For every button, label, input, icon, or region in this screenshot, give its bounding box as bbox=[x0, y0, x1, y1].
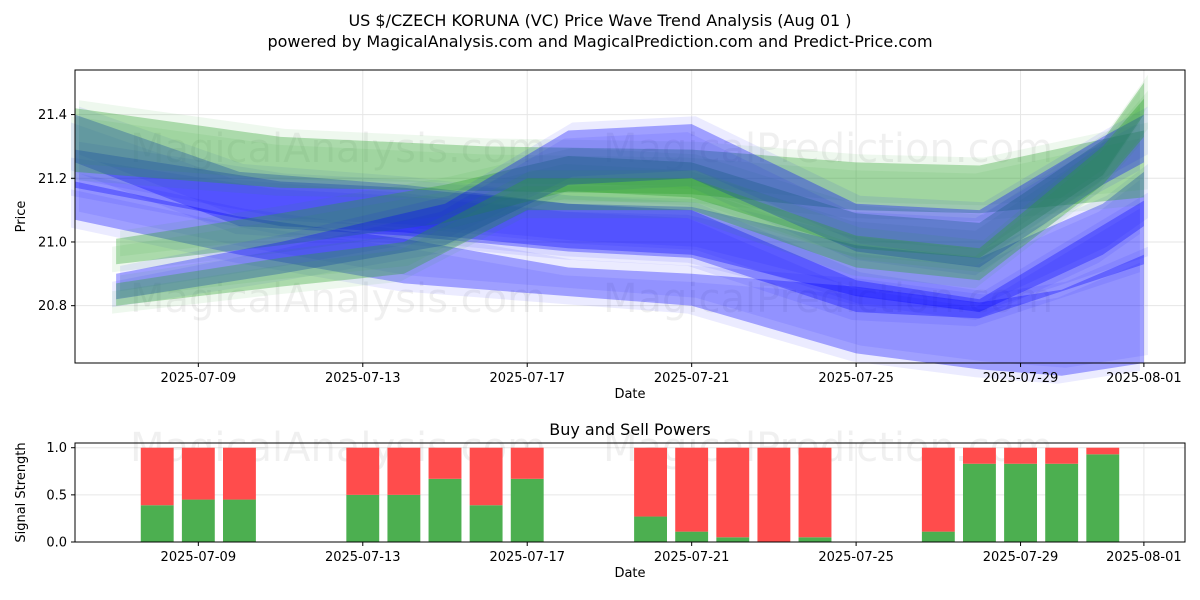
buy-bar bbox=[181, 499, 215, 542]
buy-bar bbox=[798, 537, 832, 542]
x-tick-label: 2025-07-17 bbox=[489, 371, 565, 386]
buy-bar bbox=[1086, 454, 1120, 542]
y-tick-label: 21.0 bbox=[38, 235, 67, 250]
band-echo-blue-band-lower bbox=[79, 173, 1148, 368]
y-tick-label: 0.0 bbox=[46, 536, 67, 551]
y-axis-label: Price bbox=[14, 201, 29, 233]
y-tick-label: 0.5 bbox=[46, 488, 67, 503]
sell-bar bbox=[675, 447, 709, 532]
sell-bar bbox=[181, 447, 215, 500]
x-tick-label: 2025-07-17 bbox=[489, 550, 565, 565]
watermark-text: MagicalAnalysis.com bbox=[130, 276, 546, 322]
buy-bar bbox=[675, 531, 709, 542]
chart-subtitle: powered by MagicalAnalysis.com and Magic… bbox=[267, 32, 932, 51]
sell-bar bbox=[223, 447, 256, 500]
buy-bar bbox=[469, 505, 503, 542]
x-tick-label: 2025-08-01 bbox=[1106, 371, 1182, 386]
buy-bar bbox=[1004, 463, 1037, 542]
x-tick-label: 2025-07-13 bbox=[325, 371, 401, 386]
band-echo-blue-band-diagonal bbox=[79, 106, 1148, 311]
x-tick-label: 2025-07-09 bbox=[161, 550, 237, 565]
band-echo-blue-band-lower bbox=[71, 189, 1140, 384]
y-tick-label: 21.2 bbox=[38, 172, 67, 187]
x-tick-label: 2025-07-21 bbox=[654, 550, 730, 565]
buy-bar bbox=[1045, 463, 1079, 542]
chart-title: US $/CZECH KORUNA (VC) Price Wave Trend … bbox=[348, 11, 851, 30]
band-echo-blue-light-wave bbox=[112, 122, 1140, 308]
band-blue-band-lower bbox=[75, 181, 1144, 376]
sell-bar bbox=[757, 447, 791, 542]
band-echo-green-wave bbox=[112, 90, 1140, 273]
band-blue-band-diagonal bbox=[75, 114, 1144, 319]
y-tick-label: 1.0 bbox=[46, 441, 67, 456]
band-echo-green-band-top bbox=[79, 100, 1148, 206]
sell-bar bbox=[716, 447, 750, 538]
band-echo-green-wave-low bbox=[112, 106, 1140, 314]
sell-bar bbox=[510, 447, 544, 479]
sell-bar bbox=[634, 447, 667, 517]
x-axis-label: Date bbox=[614, 387, 645, 402]
band-blue-light-wave bbox=[116, 114, 1144, 300]
band-green-wave-low bbox=[116, 98, 1144, 306]
watermark-text: MagicalAnalysis.com bbox=[130, 126, 546, 172]
y-axis-label: Signal Strength bbox=[14, 442, 29, 542]
sell-bar bbox=[346, 447, 380, 495]
buy-bar bbox=[921, 531, 955, 542]
sell-bar bbox=[140, 447, 174, 506]
x-tick-label: 2025-07-29 bbox=[983, 550, 1059, 565]
band-echo-blue-light-wave bbox=[120, 106, 1148, 292]
buy-bar bbox=[387, 494, 421, 542]
buy-bar bbox=[634, 516, 667, 542]
buy-bar bbox=[140, 505, 174, 542]
price-panel: MagicalAnalysis.com MagicalPrediction.com… bbox=[14, 69, 1186, 402]
x-tick-label: 2025-07-25 bbox=[818, 371, 894, 386]
sell-bar bbox=[1045, 447, 1079, 464]
x-tick-label: 2025-07-21 bbox=[654, 371, 730, 386]
y-tick-label: 21.4 bbox=[38, 108, 67, 123]
x-tick-label: 2025-08-01 bbox=[1106, 550, 1182, 565]
band-echo-green-band-top bbox=[71, 116, 1140, 222]
band-echo-green-wave-low bbox=[120, 90, 1148, 298]
x-tick-label: 2025-07-13 bbox=[325, 550, 401, 565]
band-echo-blue-band-diagonal bbox=[71, 122, 1140, 327]
x-axis-label: Date bbox=[614, 566, 645, 581]
plot-frame bbox=[74, 442, 1186, 543]
band-echo-green-wave bbox=[120, 74, 1148, 257]
watermark-text: MagicalPrediction.com bbox=[603, 126, 1053, 172]
buy-bar bbox=[223, 499, 256, 542]
band-blue-band-upper bbox=[75, 149, 1144, 312]
x-tick-label: 2025-07-09 bbox=[161, 371, 237, 386]
sell-bar bbox=[963, 447, 996, 464]
sell-bar bbox=[1004, 447, 1037, 464]
sell-bar bbox=[469, 447, 503, 506]
y-tick-label: 20.8 bbox=[38, 299, 67, 314]
buy-bar bbox=[510, 478, 544, 542]
band-green-band-top bbox=[75, 108, 1144, 214]
sell-bar bbox=[798, 447, 832, 538]
buy-bar bbox=[963, 463, 996, 542]
x-tick-label: 2025-07-29 bbox=[983, 371, 1059, 386]
sell-bar bbox=[921, 447, 955, 532]
sell-bar bbox=[1086, 447, 1120, 455]
watermark-text: MagicalPrediction.com bbox=[603, 276, 1053, 322]
band-green-wave bbox=[116, 82, 1144, 265]
band-echo-blue-band-upper bbox=[79, 141, 1148, 305]
x-tick-label: 2025-07-25 bbox=[818, 550, 894, 565]
panel-title: Buy and Sell Powers bbox=[549, 420, 711, 439]
buy-bar bbox=[346, 494, 380, 542]
buy-bar bbox=[428, 478, 462, 542]
band-echo-blue-band-upper bbox=[71, 157, 1140, 320]
buy-bar bbox=[716, 537, 750, 542]
plot-frame bbox=[74, 69, 1186, 364]
sell-bar bbox=[387, 447, 421, 495]
sell-bar bbox=[428, 447, 462, 479]
signal-panel: MagicalAnalysis.comMagicalPrediction.com… bbox=[14, 420, 1186, 581]
